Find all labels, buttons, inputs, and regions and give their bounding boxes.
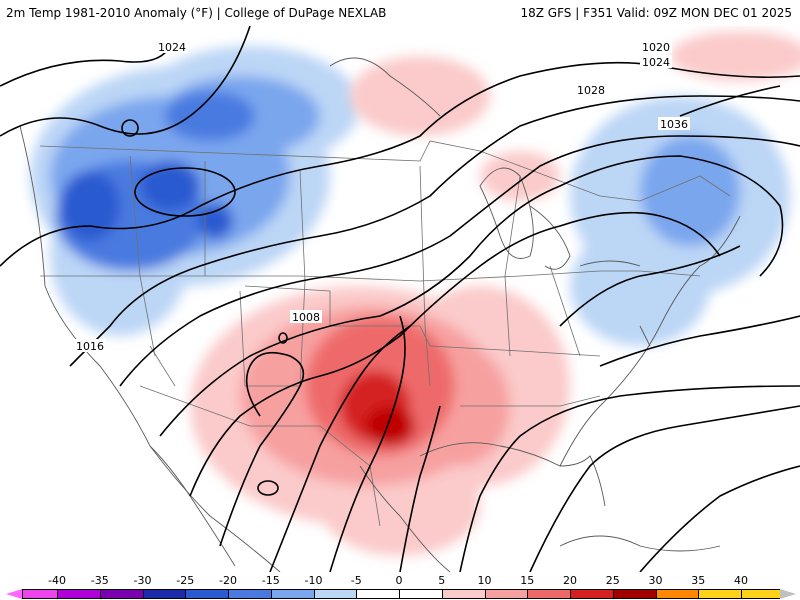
legend-tick-label: -30 [133, 574, 152, 587]
legend-color-segment [698, 590, 741, 598]
isobar-labels: 1024 1020 1024 1028 1036 1008 1016 [74, 40, 690, 353]
legend-color-segment [142, 590, 186, 598]
isobar-label-1008: 1008 [292, 311, 320, 324]
isobar-label-1024-west: 1024 [158, 41, 186, 54]
legend-min-arrow [6, 589, 22, 599]
legend-color-segment [313, 590, 357, 598]
legend-color-segment [741, 590, 780, 598]
isobar-label-1020: 1020 [642, 41, 670, 54]
legend-tick-label: -5 [350, 574, 362, 587]
map-svg: 1024 1020 1024 1028 1036 1008 1016 [0, 26, 800, 572]
color-scale-legend: -40 -35 -30 -25 -20 -15 -10 -5 0 5 10 15 20 25 30 35 40 [0, 572, 800, 600]
legend-tick-label: -35 [90, 574, 109, 587]
legend-tick-label: 15 [520, 574, 535, 587]
political-borders [39, 140, 731, 527]
cold-anomaly-shading [30, 46, 790, 346]
legend-color-segment [22, 590, 57, 598]
isobar-contours [0, 26, 800, 572]
legend-color-segment [57, 590, 100, 598]
isobar-label-1024-east: 1024 [642, 56, 670, 69]
legend-max-arrow [780, 589, 796, 599]
legend-color-segment [612, 590, 656, 598]
isobar-label-1016: 1016 [76, 340, 104, 353]
warm-anomaly-shading [190, 31, 800, 556]
legend-tick-label: 5 [438, 574, 446, 587]
isobar-label-1036: 1036 [660, 118, 688, 131]
model-valid-time: 18Z GFS | F351 Valid: 09Z MON DEC 01 202… [520, 6, 792, 20]
legend-tick-label: -20 [219, 574, 237, 587]
legend-color-segment [99, 590, 143, 598]
header-bar: 2m Temp 1981-2010 Anomaly (°F) | College… [0, 0, 800, 26]
legend-tick-label: -15 [261, 574, 280, 587]
legend-tick-label: 0 [395, 574, 403, 587]
isobar-label-1028: 1028 [577, 84, 605, 97]
legend-color-segment [356, 590, 399, 598]
legend-tick-label: -10 [304, 574, 323, 587]
legend-color-segment [228, 590, 271, 598]
legend-tick-label: 40 [734, 574, 748, 587]
legend-color-segment [655, 590, 699, 598]
map-panel: 1024 1020 1024 1028 1036 1008 1016 [0, 26, 800, 572]
legend-tick-label: 10 [477, 574, 492, 587]
legend-color-bar [22, 589, 780, 599]
legend-color-segment [185, 590, 228, 598]
legend-tick-label: 35 [691, 574, 706, 587]
legend-tick-label: 20 [563, 574, 577, 587]
legend-color-segment [441, 590, 485, 598]
legend-color-segment [270, 590, 314, 598]
legend-tick-label: -25 [176, 574, 195, 587]
legend-color-segment [570, 590, 613, 598]
map-title: 2m Temp 1981-2010 Anomaly (°F) | College… [6, 6, 387, 20]
legend-tick-label: 25 [605, 574, 620, 587]
legend-color-segment [527, 590, 570, 598]
legend-color-segment [399, 590, 442, 598]
legend-tick-label: 30 [648, 574, 663, 587]
legend-tick-label: -40 [48, 574, 66, 587]
legend-color-segment [484, 590, 528, 598]
